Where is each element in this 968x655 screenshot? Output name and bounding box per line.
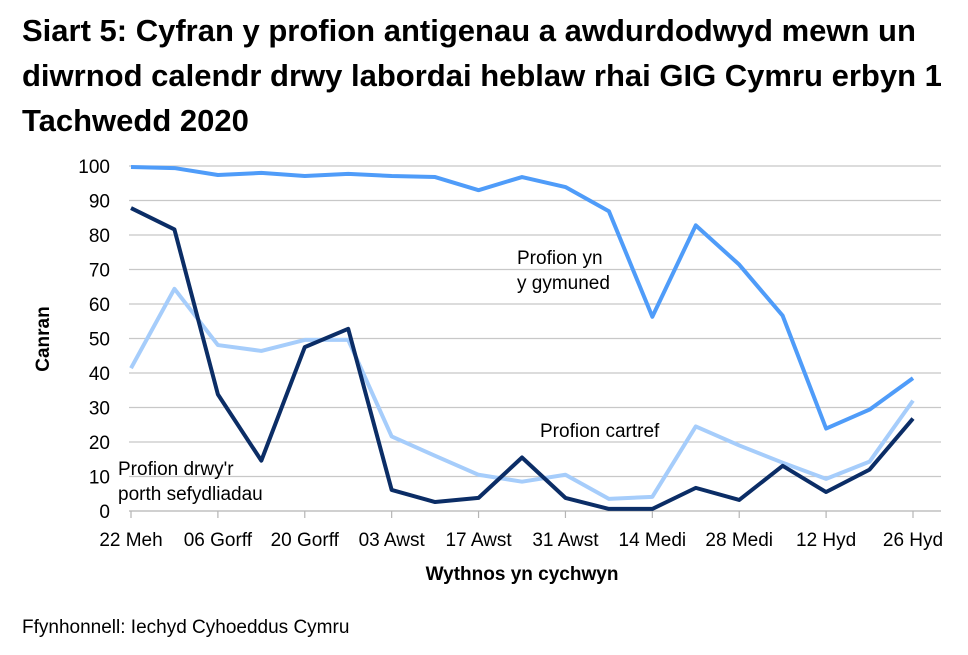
y-tick-label: 50 bbox=[89, 330, 110, 351]
y-tick-label: 10 bbox=[89, 468, 110, 489]
series-label: y gymuned bbox=[517, 273, 610, 294]
y-tick-label: 0 bbox=[99, 502, 110, 523]
x-axis-title: Wythnos yn cychwyn bbox=[426, 564, 619, 585]
y-axis-title: Canran bbox=[33, 306, 54, 371]
x-tick-label: 31 Awst bbox=[532, 530, 599, 551]
series-label: Profion cartref bbox=[540, 421, 660, 442]
y-tick-label: 100 bbox=[78, 157, 110, 178]
series-label: Profion yn bbox=[517, 248, 603, 269]
y-tick-label: 40 bbox=[89, 364, 110, 385]
series-label: porth sefydliadau bbox=[118, 484, 263, 505]
series-label: Profion drwy'r bbox=[118, 459, 234, 480]
x-tick-label: 26 Hyd bbox=[883, 530, 943, 551]
x-tick-label: 03 Awst bbox=[359, 530, 426, 551]
x-tick-label: 14 Medi bbox=[619, 530, 687, 551]
y-tick-label: 30 bbox=[89, 399, 110, 420]
y-tick-label: 80 bbox=[89, 226, 110, 247]
x-tick-label: 06 Gorff bbox=[184, 530, 253, 551]
chart-title: Siart 5: Cyfran y profion antigenau a aw… bbox=[22, 13, 942, 138]
x-tick-label: 17 Awst bbox=[445, 530, 512, 551]
x-tick-label: 28 Medi bbox=[705, 530, 773, 551]
y-tick-label: 60 bbox=[89, 295, 110, 316]
source-note: Ffynhonnell: Iechyd Cyhoeddus Cymru bbox=[22, 617, 350, 638]
x-tick-label: 22 Meh bbox=[99, 530, 162, 551]
series-line bbox=[130, 165, 915, 431]
y-tick-label: 20 bbox=[89, 433, 110, 454]
series-line bbox=[129, 286, 915, 501]
x-tick-label: 12 Hyd bbox=[796, 530, 856, 551]
y-tick-label: 90 bbox=[89, 192, 110, 213]
x-tick-label: 20 Gorff bbox=[271, 530, 340, 551]
y-tick-label: 70 bbox=[89, 261, 110, 282]
